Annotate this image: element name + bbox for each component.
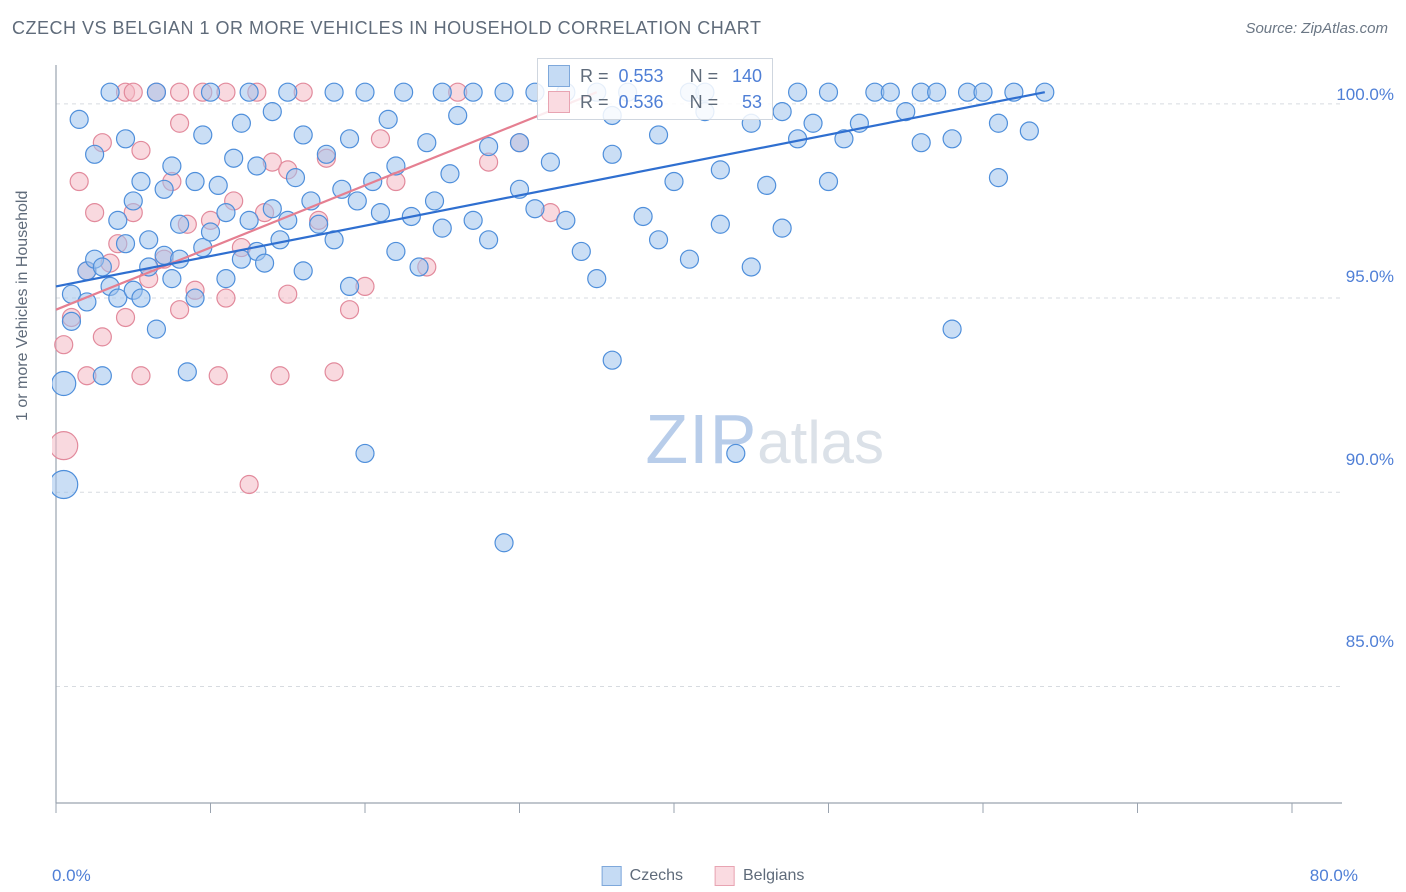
x-tick-left: 0.0%	[52, 866, 91, 886]
legend-item-czechs: Czechs	[602, 866, 683, 886]
legend-label-belgians: Belgians	[743, 867, 804, 885]
stats-r-belgians: 0.536	[619, 89, 664, 115]
y-tick-85: 85.0%	[1346, 632, 1394, 652]
stats-n-czechs: 140	[728, 63, 762, 89]
y-tick-100: 100.0%	[1336, 85, 1394, 105]
stats-n-label: N =	[690, 63, 719, 89]
svg-text:ZIPatlas: ZIPatlas	[645, 400, 884, 478]
stats-n-label-b: N =	[690, 89, 719, 115]
swatch-belgians-icon	[715, 866, 735, 886]
chart-container: CZECH VS BELGIAN 1 OR MORE VEHICLES IN H…	[0, 0, 1406, 892]
stats-row-czechs: R = 0.553 N = 140	[548, 63, 762, 89]
swatch-czechs-icon	[602, 866, 622, 886]
x-tick-right: 80.0%	[1310, 866, 1358, 886]
swatch-czechs-icon	[548, 65, 570, 87]
stats-row-belgians: R = 0.536 N = 53	[548, 89, 762, 115]
source-label: Source: ZipAtlas.com	[1245, 20, 1388, 37]
stats-r-czechs: 0.553	[619, 63, 664, 89]
legend-label-czechs: Czechs	[630, 867, 683, 885]
legend-item-belgians: Belgians	[715, 866, 804, 886]
stats-n-belgians: 53	[728, 89, 762, 115]
swatch-belgians-icon	[548, 91, 570, 113]
y-axis-label: 1 or more Vehicles in Household	[14, 191, 32, 421]
stats-r-label-b: R =	[580, 89, 609, 115]
scatter-plot: ZIPatlas	[52, 55, 1342, 825]
stats-r-label: R =	[580, 63, 609, 89]
bottom-legend: Czechs Belgians	[602, 866, 805, 886]
y-tick-90: 90.0%	[1346, 450, 1394, 470]
y-tick-95: 95.0%	[1346, 267, 1394, 287]
stats-legend-box: R = 0.553 N = 140 R = 0.536 N = 53	[537, 58, 773, 120]
chart-title: CZECH VS BELGIAN 1 OR MORE VEHICLES IN H…	[12, 18, 761, 39]
